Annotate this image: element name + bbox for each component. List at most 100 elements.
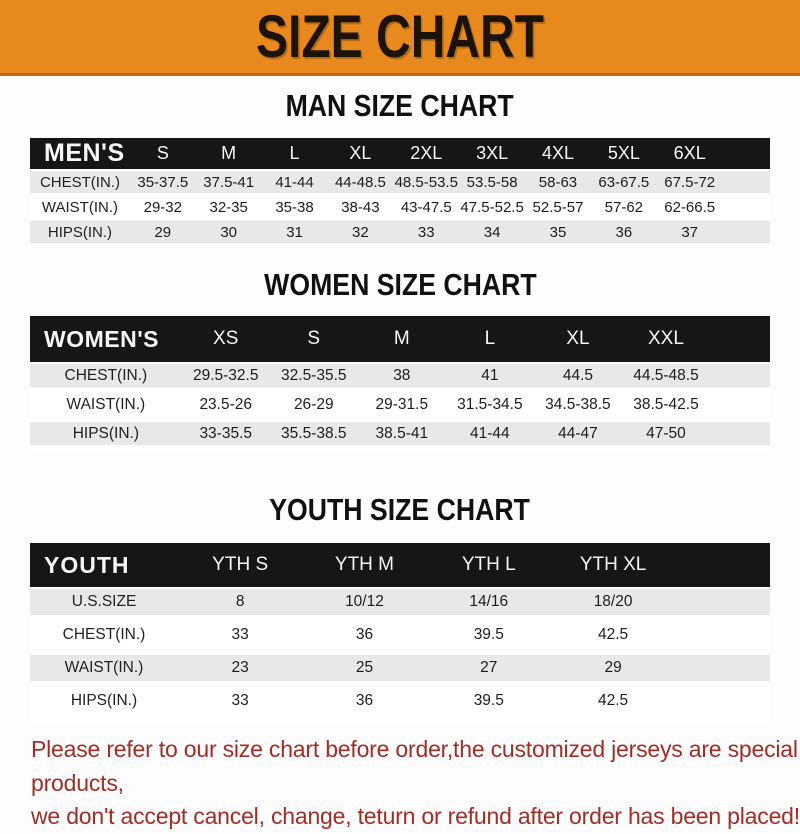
table-header-row: YOUTH YTH S YTH M YTH L YTH XL (30, 543, 770, 589)
size-value-cell: 33 (393, 219, 460, 246)
size-column-header: XL (533, 316, 622, 364)
size-value-cell: 47-50 (621, 419, 710, 451)
size-column-header: M (357, 316, 446, 364)
size-value-cell: 25 (302, 651, 427, 688)
women-size-chart-heading-text: WOMEN SIZE CHART (263, 267, 537, 302)
table-row: HIPS(IN.) 29 30 31 32 33 34 35 36 37 (30, 219, 770, 246)
row-label: CHEST(IN.) (30, 618, 178, 655)
table-row: CHEST(IN.) 35-37.5 37.5-41 41-44 44-48.5 48.5… (30, 170, 770, 196)
spacer-cell (675, 651, 770, 688)
size-value-cell: 52.5-57 (525, 194, 591, 221)
size-value-cell: 43-47.5 (393, 194, 460, 221)
spacer-cell (709, 316, 770, 364)
size-value-cell: 62-66.5 (656, 194, 723, 221)
size-value-cell: 14/16 (426, 588, 551, 622)
size-column-header: L (445, 316, 534, 364)
row-label: HIPS(IN.) (30, 684, 178, 721)
spacer-cell (722, 138, 770, 171)
size-value-cell: 38.5-42.5 (621, 390, 710, 422)
size-value-cell: 41 (445, 363, 534, 393)
size-column-header: YTH M (302, 543, 427, 589)
size-value-cell: 35-38 (261, 194, 328, 221)
size-value-cell: 8 (178, 588, 303, 622)
size-value-cell: 44.5 (533, 363, 622, 393)
spacer-cell (675, 618, 770, 655)
size-value-cell: 48.5-53.5 (393, 170, 460, 196)
size-value-cell: 58-63 (525, 170, 591, 196)
row-label: WAIST(IN.) (30, 390, 182, 422)
size-value-cell: 44.5-48.5 (621, 363, 710, 393)
spacer-cell (675, 543, 770, 589)
size-value-cell: 42.5 (550, 618, 676, 655)
table-corner-label: YOUTH (30, 543, 178, 589)
spacer-cell (709, 363, 770, 393)
disclaimer-line-1: Please refer to our size chart before or… (31, 736, 798, 796)
size-value-cell: 29 (550, 651, 676, 688)
row-label: WAIST(IN.) (30, 194, 130, 221)
table-row: U.S.SIZE 8 10/12 14/16 18/20 (30, 588, 770, 622)
size-chart-banner: SIZE CHART (0, 0, 800, 76)
size-value-cell: 33-35.5 (181, 419, 270, 451)
size-value-cell: 38 (357, 363, 446, 393)
youth-size-chart-heading: YOUTH SIZE CHART (0, 493, 800, 526)
size-value-cell: 36 (302, 684, 427, 721)
size-value-cell: 33 (178, 684, 303, 721)
table-header-row: WOMEN'S XS S M L XL XXL (30, 316, 770, 364)
size-value-cell: 32.5-35.5 (269, 363, 358, 393)
row-label: WAIST(IN.) (30, 651, 178, 688)
size-column-header: 5XL (590, 138, 657, 171)
table-row: WAIST(IN.) 23.5-26 26-29 29-31.5 31.5-34.5 34… (30, 390, 770, 422)
size-value-cell: 27 (426, 651, 551, 688)
size-column-header: S (269, 316, 358, 364)
size-value-cell: 34.5-38.5 (533, 390, 622, 422)
size-column-header: YTH L (426, 543, 551, 589)
spacer-cell (709, 390, 770, 422)
size-value-cell: 38-43 (327, 194, 394, 221)
table-header-row: MEN'S S M L XL 2XL 3XL 4XL 5XL 6XL (30, 138, 770, 171)
table-corner-label: WOMEN'S (30, 316, 182, 364)
table-row: CHEST(IN.) 29.5-32.5 32.5-35.5 38 41 44.5 44.5… (30, 363, 770, 393)
size-value-cell: 67.5-72 (656, 170, 723, 196)
size-value-cell: 34 (459, 219, 526, 246)
size-value-cell: 30 (195, 219, 262, 246)
size-column-header: YTH XL (550, 543, 676, 589)
size-value-cell: 36 (302, 618, 427, 655)
row-label: CHEST(IN.) (30, 363, 182, 393)
size-value-cell: 44-48.5 (327, 170, 394, 196)
youth-size-chart-heading-text: YOUTH SIZE CHART (269, 492, 531, 527)
size-column-header: XXL (621, 316, 710, 364)
size-value-cell: 37 (656, 219, 723, 246)
size-value-cell: 39.5 (426, 684, 551, 721)
size-column-header: XS (181, 316, 270, 364)
size-value-cell: 23 (178, 651, 303, 688)
size-value-cell: 18/20 (550, 588, 676, 622)
man-size-chart-heading-text: MAN SIZE CHART (285, 88, 515, 123)
disclaimer-line-2: we don't accept cancel, change, teturn o… (31, 803, 800, 829)
size-column-header: 2XL (393, 138, 460, 171)
size-column-header: 6XL (656, 138, 723, 171)
spacer-cell (722, 170, 770, 196)
spacer-cell (722, 194, 770, 221)
size-value-cell: 10/12 (302, 588, 427, 622)
spacer-cell (675, 588, 770, 622)
row-label: U.S.SIZE (30, 588, 178, 622)
size-column-header: L (261, 138, 328, 171)
size-column-header: S (129, 138, 196, 171)
size-value-cell: 32 (327, 219, 394, 246)
spacer-cell (709, 419, 770, 451)
size-value-cell: 36 (590, 219, 657, 246)
size-value-cell: 47.5-52.5 (459, 194, 526, 221)
size-value-cell: 23.5-26 (181, 390, 270, 422)
size-column-header: YTH S (178, 543, 303, 589)
size-value-cell: 53.5-58 (459, 170, 526, 196)
size-value-cell: 38.5-41 (357, 419, 446, 451)
size-value-cell: 63-67.5 (590, 170, 657, 196)
size-value-cell: 57-62 (590, 194, 657, 221)
table-row: WAIST(IN.) 23 25 27 29 (30, 651, 770, 688)
size-column-header: 4XL (525, 138, 591, 171)
women-size-table: WOMEN'S XS S M L XL XXL CHEST(IN.) 29.5-32.5 32.5… (30, 316, 770, 451)
table-row: HIPS(IN.) 33 36 39.5 42.5 (30, 684, 770, 721)
size-value-cell: 29-32 (129, 194, 196, 221)
size-value-cell: 39.5 (426, 618, 551, 655)
table-row: WAIST(IN.) 29-32 32-35 35-38 38-43 43-47.5 47.… (30, 194, 770, 221)
